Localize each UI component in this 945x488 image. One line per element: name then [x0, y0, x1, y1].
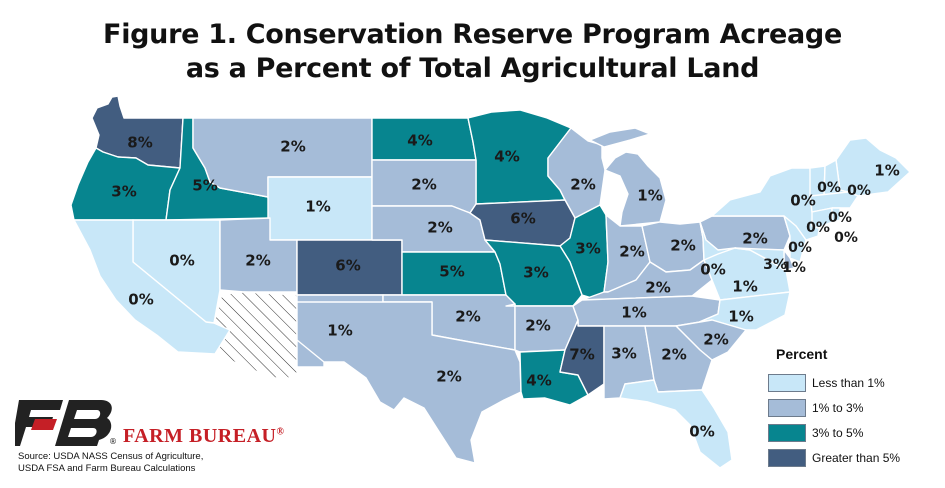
state-label-ny: 0%: [790, 192, 815, 210]
state-fl: [619, 379, 733, 469]
state-mo: [484, 239, 583, 307]
state-label-wy: 1%: [305, 198, 330, 216]
state-label-oh: 2%: [670, 237, 695, 255]
state-ri: [831, 207, 841, 223]
states-layer: [70, 95, 911, 469]
state-label-tx: 2%: [436, 368, 461, 386]
legend-label: Greater than 5%: [812, 450, 901, 465]
figure-title: Figure 1. Conservation Reserve Program A…: [0, 18, 945, 86]
labels-layer: 8%3% 5%2% 4%4%1%2% 2%1%0%0%2% 6%2% 6%3% 2% 2% 2%…: [111, 132, 899, 441]
legend-item-1-to-3: 1% to 3%: [768, 395, 938, 420]
state-label-tn: 1%: [621, 304, 646, 322]
state-label-ms: 7%: [569, 346, 594, 364]
source-line-2: USDA FSA and Farm Bureau Calculations: [18, 463, 196, 474]
state-nh: [823, 159, 849, 197]
state-mi: [589, 127, 667, 227]
state-az: [213, 291, 298, 379]
state-label-fl: 0%: [689, 423, 714, 441]
state-label-nd: 4%: [407, 132, 432, 150]
state-label-il: 3%: [575, 240, 600, 258]
registered-mark: ®: [109, 437, 117, 446]
state-label-wv: 0%: [700, 261, 725, 279]
legend-swatch: [768, 448, 806, 467]
state-label-nj: 0%: [788, 240, 812, 256]
state-label-mo: 3%: [523, 264, 548, 282]
legend-swatch: [768, 373, 806, 392]
brand-registered: ®: [276, 426, 285, 438]
legend: Percent Less than 1% 1% to 3% 3% to 5% G…: [768, 346, 938, 470]
state-label-mt: 2%: [280, 138, 305, 156]
source-note: Source: USDA NASS Census of Agriculture,…: [18, 451, 203, 475]
state-wi: [547, 127, 606, 219]
state-tx: [296, 301, 522, 464]
state-label-ri: 0%: [834, 230, 858, 246]
state-label-ky: 2%: [645, 279, 670, 297]
state-label-vt: 0%: [817, 180, 841, 196]
source-line-1: Source: USDA NASS Census of Agriculture,: [18, 451, 204, 462]
state-label-co: 6%: [335, 257, 360, 275]
legend-item-greater-than-5: Greater than 5%: [768, 445, 938, 470]
state-label-in: 2%: [619, 243, 644, 261]
state-label-al: 3%: [611, 345, 636, 363]
state-label-ga: 2%: [661, 346, 686, 364]
state-label-nc: 1%: [728, 308, 753, 326]
state-nj: [783, 215, 807, 263]
state-label-md: 1%: [782, 260, 806, 276]
state-label-va: 1%: [732, 278, 757, 296]
state-label-ct: 0%: [806, 220, 830, 236]
legend-swatch: [768, 398, 806, 417]
state-ca: [73, 219, 231, 355]
state-ct: [811, 207, 833, 229]
state-label-ne: 2%: [427, 219, 452, 237]
state-label-sc: 2%: [703, 331, 728, 349]
state-label-de: 3%: [763, 257, 787, 273]
brand-name: FARM BUREAU®: [123, 425, 284, 448]
legend-item-less-than-1: Less than 1%: [768, 370, 938, 395]
state-label-ia: 6%: [510, 210, 535, 228]
state-label-mi: 1%: [637, 187, 662, 205]
state-label-ma: 0%: [828, 210, 852, 226]
brand-text: FARM BUREAU: [123, 425, 277, 447]
farm-bureau-logo-icon: ®: [15, 400, 117, 446]
state-label-ok: 2%: [455, 308, 480, 326]
legend-label: Less than 1%: [812, 375, 885, 390]
legend-item-3-to-5: 3% to 5%: [768, 420, 938, 445]
state-label-wi: 2%: [570, 176, 595, 194]
state-label-ks: 5%: [439, 263, 464, 281]
state-label-wa: 8%: [127, 134, 152, 152]
state-label-ca: 0%: [128, 291, 153, 309]
state-label-me: 1%: [874, 162, 899, 180]
state-label-sd: 2%: [411, 176, 436, 194]
state-label-id: 5%: [192, 177, 217, 195]
state-label-la: 4%: [526, 372, 551, 390]
state-label-nh: 0%: [847, 183, 871, 199]
title-line-1: Figure 1. Conservation Reserve Program A…: [103, 19, 842, 50]
state-md: [734, 247, 785, 271]
state-label-or: 3%: [111, 183, 136, 201]
state-label-pa: 2%: [742, 230, 767, 248]
legend-swatch: [768, 423, 806, 442]
state-label-mn: 4%: [494, 148, 519, 166]
state-label-ar: 2%: [525, 317, 550, 335]
state-label-ut: 2%: [245, 252, 270, 270]
state-label-nm: 1%: [327, 322, 352, 340]
title-line-2: as a Percent of Total Agricultural Land: [185, 53, 760, 84]
legend-label: 1% to 3%: [812, 400, 864, 415]
state-label-nv: 0%: [169, 252, 194, 270]
legend-label: 3% to 5%: [812, 425, 864, 440]
legend-title: Percent: [776, 346, 828, 362]
